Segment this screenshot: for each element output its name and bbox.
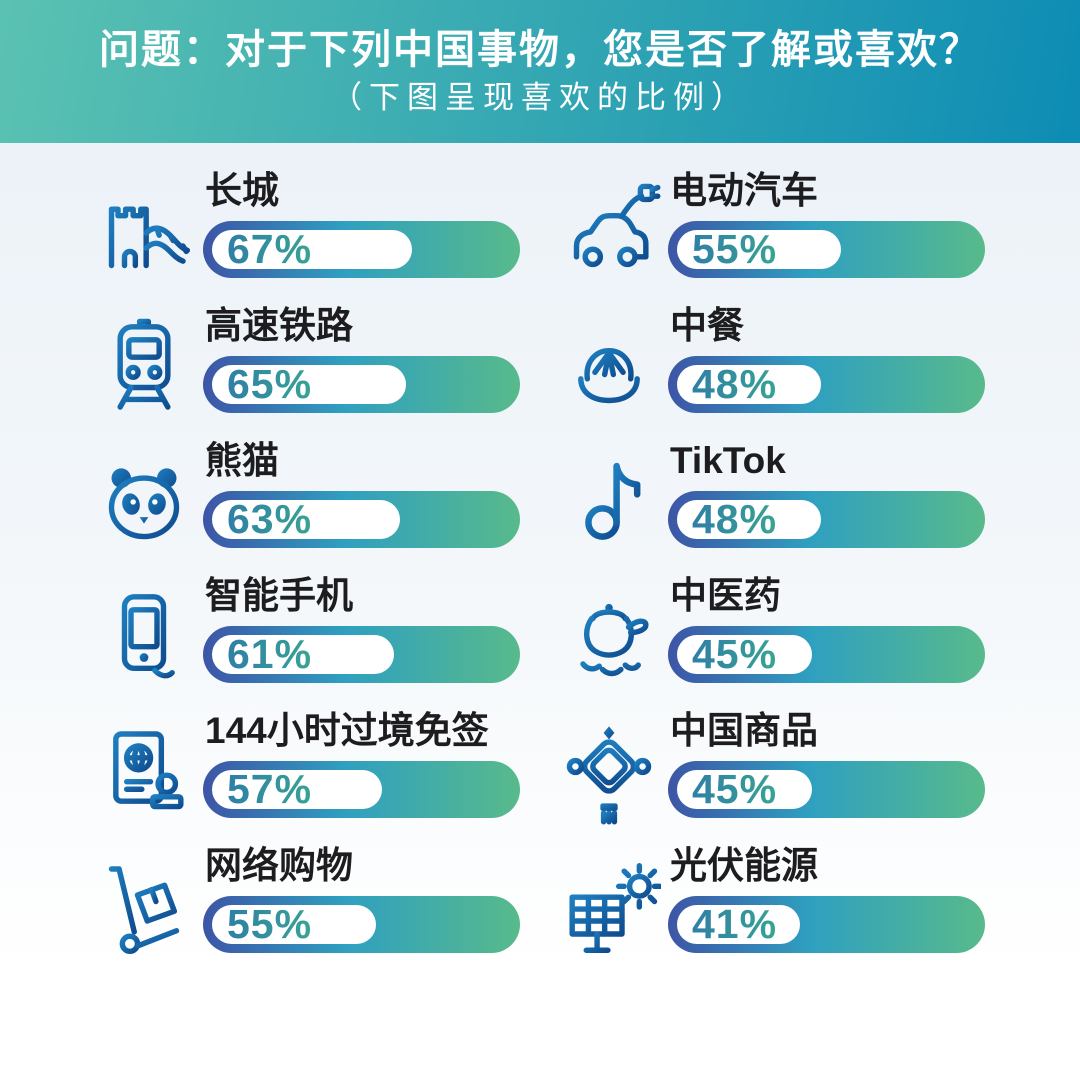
passport-stamp-icon — [85, 717, 203, 829]
solar-panel-icon — [550, 852, 668, 964]
progress-bar: 55% — [203, 895, 520, 953]
page-subtitle: （下图呈现喜欢的比例） — [331, 79, 749, 116]
progress-bar: 41% — [668, 895, 985, 953]
chart-item: 144小时过境免签 57% — [85, 709, 520, 844]
progress-bar: 45% — [668, 760, 985, 818]
chart-item: 网络购物 55% — [85, 844, 520, 979]
chart-item: 熊猫 63% — [85, 439, 520, 574]
tiktok-icon — [550, 447, 668, 559]
item-value: 41% — [692, 900, 778, 947]
progress-bar-fill: 55% — [212, 900, 377, 947]
progress-bar: 63% — [203, 490, 520, 548]
chart-item: 中医药 45% — [550, 574, 985, 709]
progress-bar-fill: 48% — [677, 495, 821, 542]
progress-bar-fill: 61% — [212, 630, 395, 677]
item-label: 高速铁路 — [205, 305, 353, 346]
item-label: TikTok — [670, 440, 786, 481]
medicine-pot-icon — [550, 582, 668, 694]
item-value: 48% — [692, 495, 778, 542]
item-value: 48% — [692, 360, 778, 407]
chart-item: 高速铁路 65% — [85, 304, 520, 439]
item-label: 中医药 — [670, 575, 781, 616]
progress-bar-fill: 45% — [677, 630, 812, 677]
item-label: 电动汽车 — [670, 170, 818, 211]
electric-car-icon — [550, 177, 668, 289]
progress-bar: 48% — [668, 490, 985, 548]
chinese-knot-icon — [550, 717, 668, 829]
smartphone-icon — [85, 582, 203, 694]
chart-item: TikTok 48% — [550, 439, 985, 574]
item-label: 光伏能源 — [670, 845, 818, 886]
great-wall-icon — [85, 177, 203, 289]
chart-item: 中餐 48% — [550, 304, 985, 439]
item-value: 45% — [692, 630, 778, 677]
chart-item: 电动汽车 55% — [550, 169, 985, 304]
item-value: 55% — [227, 900, 313, 947]
progress-bar-fill: 41% — [677, 900, 800, 947]
item-label: 智能手机 — [205, 575, 353, 616]
high-speed-train-icon — [85, 312, 203, 424]
progress-bar: 65% — [203, 355, 520, 413]
progress-bar: 45% — [668, 625, 985, 683]
item-value: 45% — [692, 765, 778, 812]
steamed-bun-icon — [550, 312, 668, 424]
progress-bar-fill: 45% — [677, 765, 812, 812]
page-title: 问题：对于下列中国事物，您是否了解或喜欢？ — [99, 27, 981, 72]
progress-bar-fill: 63% — [212, 495, 401, 542]
item-value: 55% — [692, 225, 778, 272]
item-label: 长城 — [205, 170, 279, 211]
chart-item: 智能手机 61% — [85, 574, 520, 709]
progress-bar-fill: 57% — [212, 765, 383, 812]
item-value: 63% — [227, 495, 313, 542]
progress-bar-fill: 55% — [677, 225, 842, 272]
item-label: 中餐 — [670, 305, 744, 346]
item-value: 65% — [227, 360, 313, 407]
header-banner: 问题：对于下列中国事物，您是否了解或喜欢？ （下图呈现喜欢的比例） — [0, 0, 1080, 143]
progress-bar: 48% — [668, 355, 985, 413]
item-value: 67% — [227, 225, 313, 272]
hand-truck-icon — [85, 852, 203, 964]
chart-item: 长城 67% — [85, 169, 520, 304]
item-label: 熊猫 — [205, 440, 279, 481]
panda-icon — [85, 447, 203, 559]
progress-bar-fill: 65% — [212, 360, 407, 407]
item-label: 中国商品 — [670, 710, 818, 751]
chart-grid: 长城 67% 电动汽车 — [0, 143, 1080, 1080]
item-value: 61% — [227, 630, 313, 677]
progress-bar-fill: 67% — [212, 225, 413, 272]
item-label: 网络购物 — [205, 845, 353, 886]
progress-bar-fill: 48% — [677, 360, 821, 407]
progress-bar: 67% — [203, 220, 520, 278]
progress-bar: 61% — [203, 625, 520, 683]
item-label: 144小时过境免签 — [205, 710, 489, 751]
chart-item: 光伏能源 41% — [550, 844, 985, 979]
item-value: 57% — [227, 765, 313, 812]
chart-item: 中国商品 45% — [550, 709, 985, 844]
progress-bar: 57% — [203, 760, 520, 818]
progress-bar: 55% — [668, 220, 985, 278]
